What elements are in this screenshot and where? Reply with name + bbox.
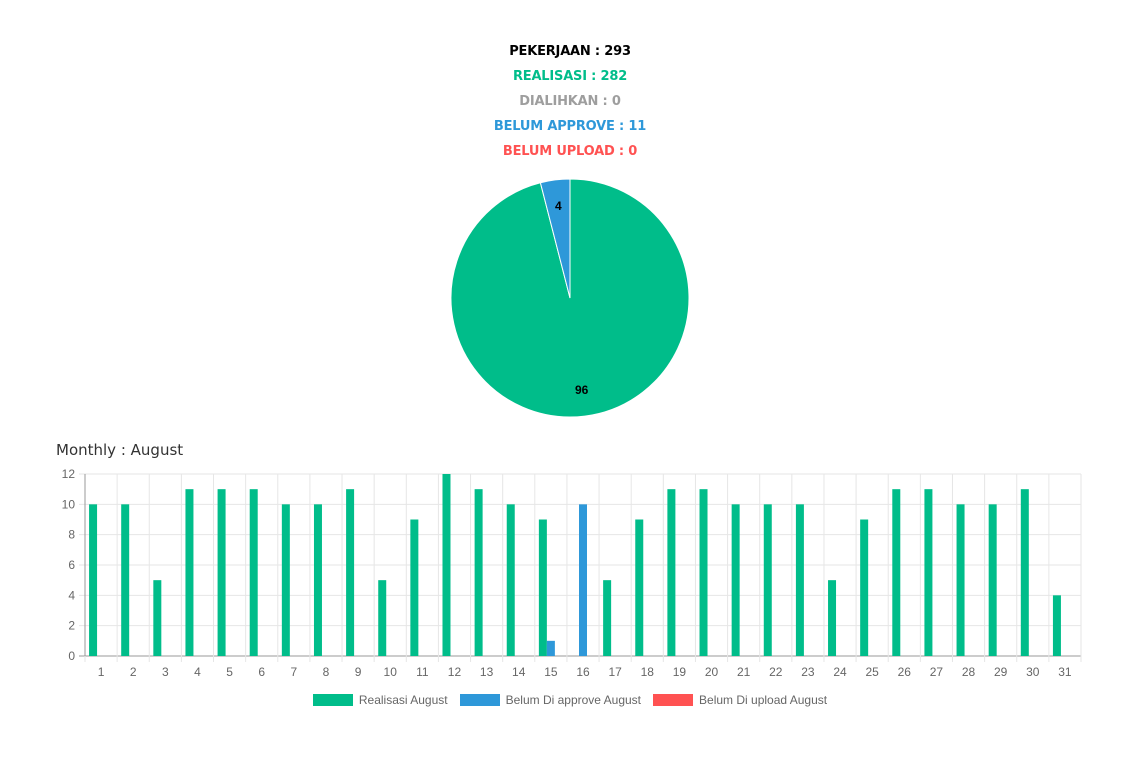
- bar[interactable]: [956, 504, 965, 656]
- y-tick-label: 6: [68, 558, 75, 572]
- x-tick-label: 4: [194, 665, 201, 679]
- bar[interactable]: [924, 489, 933, 656]
- total-jobs-label: PEKERJAAN : 293: [509, 44, 631, 59]
- bar[interactable]: [828, 580, 837, 656]
- x-tick-label: 10: [384, 665, 398, 679]
- legend-swatch: [653, 694, 694, 706]
- realized-label: REALISASI : 282: [512, 69, 628, 84]
- x-tick-label: 12: [448, 665, 462, 679]
- x-tick-label: 11: [416, 665, 429, 679]
- bar[interactable]: [763, 504, 772, 656]
- x-tick-label: 1: [98, 665, 105, 679]
- legend-swatch: [312, 694, 353, 706]
- x-tick-label: 2: [130, 665, 137, 679]
- legend-item[interactable]: Belum Di upload August: [653, 693, 827, 707]
- x-tick-label: 18: [641, 665, 655, 679]
- diverted-label: DIALIHKAN : 0: [519, 94, 621, 109]
- x-tick-label: 23: [801, 665, 815, 679]
- x-tick-label: 6: [258, 665, 265, 679]
- x-tick-label: 9: [355, 665, 362, 679]
- x-tick-label: 20: [705, 665, 719, 679]
- bar[interactable]: [795, 504, 804, 656]
- x-tick-label: 8: [323, 665, 330, 679]
- summary-panel: PEKERJAAN : 293 REALISASI : 282 DIALIHKA…: [0, 42, 1140, 167]
- bar[interactable]: [731, 504, 740, 656]
- x-tick-label: 26: [898, 665, 912, 679]
- legend-item[interactable]: Realisasi August: [312, 693, 448, 707]
- x-tick-label: 13: [480, 665, 494, 679]
- pie-slice[interactable]: [539, 178, 571, 299]
- x-tick-label: 21: [737, 665, 751, 679]
- x-tick-label: 14: [512, 665, 526, 679]
- legend-label: Belum Di upload August: [699, 693, 828, 707]
- bar[interactable]: [474, 489, 483, 656]
- x-tick-label: 24: [833, 665, 847, 679]
- legend-swatch: [459, 694, 500, 706]
- bar[interactable]: [667, 489, 676, 656]
- bar[interactable]: [1020, 489, 1029, 656]
- x-tick-label: 5: [226, 665, 233, 679]
- x-tick-label: 30: [1026, 665, 1040, 679]
- y-tick-label: 10: [62, 497, 76, 511]
- y-tick-label: 0: [68, 649, 75, 663]
- bar[interactable]: [217, 489, 226, 656]
- monthly-chart-title: Monthly : August: [56, 441, 184, 459]
- pie-slice-label: 4: [555, 199, 562, 213]
- x-tick-label: 19: [673, 665, 687, 679]
- y-tick-label: 4: [68, 588, 75, 602]
- bar[interactable]: [410, 519, 419, 657]
- x-tick-label: 28: [962, 665, 976, 679]
- bar[interactable]: [538, 519, 547, 657]
- x-tick-label: 31: [1058, 665, 1072, 679]
- bar[interactable]: [579, 504, 587, 656]
- bar[interactable]: [378, 580, 387, 656]
- y-tick-label: 8: [68, 528, 75, 542]
- bar[interactable]: [121, 504, 130, 656]
- bar[interactable]: [185, 489, 194, 656]
- legend-label: Belum Di approve August: [505, 693, 642, 707]
- pie-chart: 96 4: [450, 178, 690, 418]
- bar[interactable]: [313, 504, 322, 656]
- x-tick-label: 3: [162, 665, 169, 679]
- pending-approval-label: BELUM APPROVE : 11: [493, 119, 647, 134]
- bar[interactable]: [860, 519, 869, 657]
- bar[interactable]: [506, 504, 515, 656]
- bar[interactable]: [346, 489, 355, 656]
- legend-label: Realisasi August: [358, 693, 448, 707]
- x-tick-label: 16: [576, 665, 590, 679]
- x-tick-label: 29: [994, 665, 1008, 679]
- bar[interactable]: [442, 474, 451, 656]
- x-tick-label: 25: [865, 665, 879, 679]
- x-tick-label: 27: [930, 665, 944, 679]
- x-tick-label: 17: [608, 665, 622, 679]
- pie-slice-label: 96: [575, 383, 589, 397]
- x-tick-label: 7: [290, 665, 297, 679]
- bar[interactable]: [281, 504, 290, 656]
- bar[interactable]: [249, 489, 258, 656]
- x-tick-label: 15: [544, 665, 558, 679]
- legend-item[interactable]: Belum Di approve August: [459, 693, 642, 707]
- x-tick-label: 22: [769, 665, 783, 679]
- bar[interactable]: [699, 489, 708, 656]
- bar[interactable]: [892, 489, 901, 656]
- bar[interactable]: [153, 580, 162, 656]
- bar[interactable]: [546, 640, 555, 656]
- pending-upload-label: BELUM UPLOAD : 0: [502, 144, 638, 159]
- bar[interactable]: [89, 504, 98, 656]
- y-tick-label: 2: [68, 619, 75, 633]
- y-tick-label: 12: [62, 467, 76, 481]
- bar[interactable]: [988, 504, 997, 656]
- chart-legend: Realisasi August Belum Di approve August B…: [0, 693, 1140, 707]
- bar[interactable]: [603, 580, 612, 656]
- bar[interactable]: [635, 519, 644, 657]
- bar[interactable]: [1052, 595, 1061, 656]
